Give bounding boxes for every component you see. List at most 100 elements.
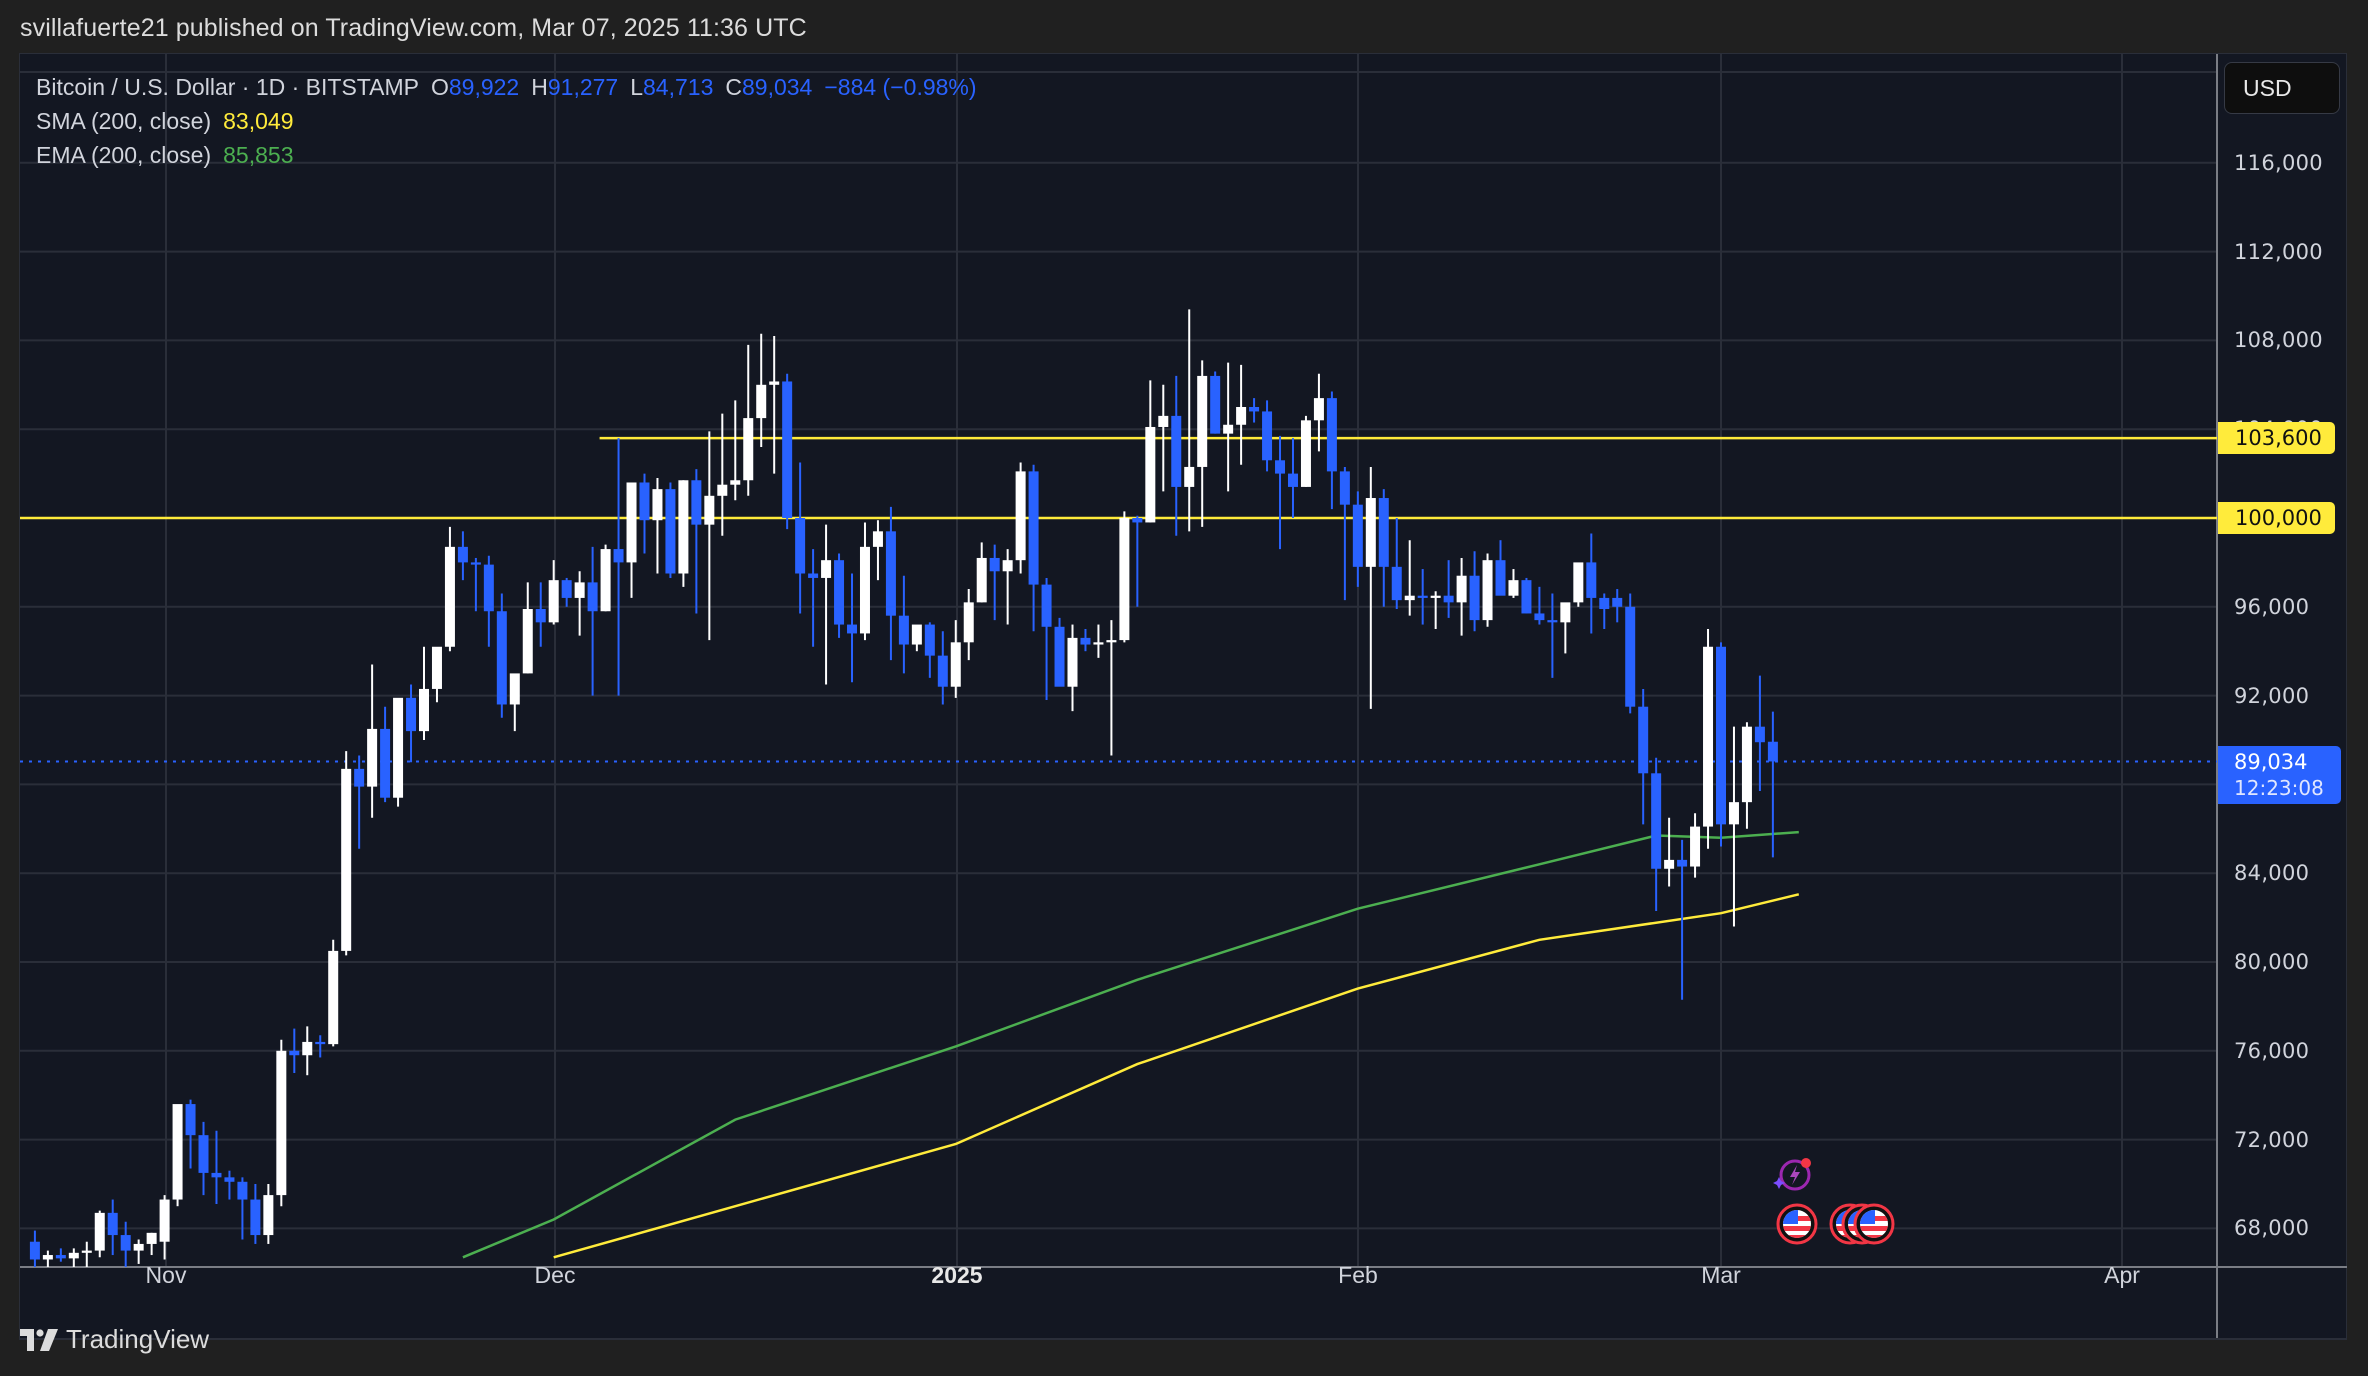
candle[interactable]: [1417, 569, 1428, 625]
candle[interactable]: [1728, 726, 1739, 927]
candle[interactable]: [1547, 593, 1558, 678]
candle[interactable]: [1365, 466, 1376, 709]
candle[interactable]: [1664, 817, 1675, 887]
candle[interactable]: [535, 582, 546, 647]
candle[interactable]: [457, 531, 468, 581]
candle[interactable]: [107, 1199, 118, 1256]
sma-line[interactable]: [553, 893, 1800, 1259]
candle[interactable]: [263, 1184, 274, 1244]
candle[interactable]: [1352, 491, 1363, 587]
candle[interactable]: [937, 631, 948, 705]
candle[interactable]: [1404, 540, 1415, 616]
candle[interactable]: [1287, 438, 1298, 518]
candle[interactable]: [1521, 577, 1532, 614]
candle[interactable]: [81, 1241, 92, 1269]
candle[interactable]: [976, 542, 987, 603]
candle[interactable]: [859, 522, 870, 641]
candle[interactable]: [704, 431, 715, 641]
currency-button[interactable]: USD: [2224, 62, 2340, 114]
candle[interactable]: [29, 1230, 40, 1269]
candle[interactable]: [1145, 380, 1156, 523]
candle[interactable]: [885, 506, 896, 661]
candle[interactable]: [483, 555, 494, 647]
candle[interactable]: [1015, 462, 1026, 574]
candle[interactable]: [989, 544, 1000, 621]
candle[interactable]: [133, 1239, 144, 1264]
candle[interactable]: [393, 697, 404, 807]
candle[interactable]: [1080, 629, 1091, 652]
candle[interactable]: [1106, 620, 1117, 756]
candle[interactable]: [172, 1104, 183, 1207]
candle[interactable]: [1054, 617, 1065, 687]
candle[interactable]: [847, 573, 858, 683]
candle[interactable]: [211, 1130, 222, 1204]
candle[interactable]: [1495, 540, 1506, 596]
candle[interactable]: [1132, 515, 1143, 607]
candle[interactable]: [185, 1099, 196, 1169]
candle[interactable]: [1391, 518, 1402, 610]
candle[interactable]: [924, 622, 935, 678]
candle[interactable]: [522, 582, 533, 674]
candle[interactable]: [1028, 464, 1039, 632]
candle[interactable]: [1482, 553, 1493, 627]
candle[interactable]: [963, 589, 974, 661]
candle[interactable]: [587, 546, 598, 696]
candle[interactable]: [159, 1195, 170, 1260]
candle[interactable]: [639, 473, 650, 554]
candle[interactable]: [250, 1184, 261, 1244]
candle[interactable]: [406, 684, 417, 763]
candle[interactable]: [1430, 591, 1441, 629]
candle[interactable]: [678, 480, 689, 587]
candle[interactable]: [55, 1248, 66, 1262]
candle[interactable]: [68, 1248, 79, 1272]
tradingview-logo[interactable]: TradingView: [20, 1324, 209, 1355]
candle[interactable]: [1599, 593, 1610, 629]
candle[interactable]: [419, 646, 429, 740]
candle[interactable]: [1690, 813, 1701, 878]
ema-row[interactable]: EMA (200, close) 85,853: [36, 138, 977, 172]
candle[interactable]: [1378, 489, 1389, 607]
candle[interactable]: [1469, 551, 1480, 632]
candle[interactable]: [1508, 569, 1519, 598]
candle[interactable]: [769, 335, 780, 474]
candle[interactable]: [1456, 557, 1467, 636]
sma-row[interactable]: SMA (200, close) 83,049: [36, 104, 977, 138]
candle[interactable]: [1002, 549, 1013, 625]
candle[interactable]: [1275, 435, 1286, 550]
candle[interactable]: [950, 620, 961, 698]
candle[interactable]: [834, 553, 845, 638]
candle[interactable]: [652, 478, 663, 574]
candle[interactable]: [354, 755, 365, 849]
candle[interactable]: [289, 1028, 300, 1073]
candle[interactable]: [1041, 577, 1052, 701]
candle[interactable]: [1067, 624, 1078, 712]
candle[interactable]: [1171, 375, 1182, 536]
candle[interactable]: [496, 593, 507, 718]
candle[interactable]: [1119, 511, 1130, 643]
candle[interactable]: [600, 544, 611, 612]
candle[interactable]: [328, 939, 339, 1047]
candle[interactable]: [548, 560, 559, 625]
us-flag-event-icon[interactable]: [1852, 1202, 1896, 1246]
candle[interactable]: [146, 1232, 157, 1256]
candle[interactable]: [1262, 400, 1273, 472]
candle[interactable]: [1651, 757, 1662, 911]
candle[interactable]: [1716, 642, 1726, 847]
candle[interactable]: [626, 482, 637, 598]
candle[interactable]: [717, 413, 728, 536]
candle[interactable]: [743, 344, 754, 496]
candle[interactable]: [42, 1250, 53, 1278]
candle[interactable]: [1741, 722, 1752, 829]
candle[interactable]: [1754, 675, 1765, 792]
candle[interactable]: [431, 646, 442, 703]
candle[interactable]: [1534, 586, 1545, 625]
candle[interactable]: [1197, 360, 1208, 527]
candle[interactable]: [1443, 560, 1454, 618]
candle[interactable]: [665, 482, 676, 578]
candle[interactable]: [821, 524, 832, 685]
us-flag-event-icon[interactable]: [1775, 1202, 1819, 1246]
candle[interactable]: [1223, 362, 1234, 492]
candle[interactable]: [1638, 688, 1649, 825]
candle[interactable]: [574, 571, 585, 636]
